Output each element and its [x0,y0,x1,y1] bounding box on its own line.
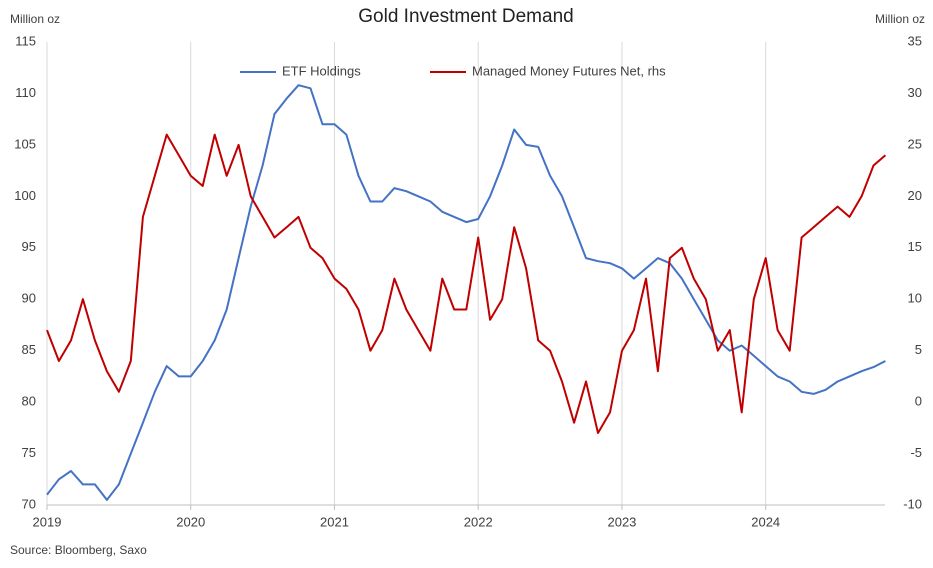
source-note: Source: Bloomberg, Saxo [10,543,147,557]
series-line [46,84,886,501]
y2-tick-label: 0 [915,394,922,409]
y2-tick-label: 30 [908,85,922,100]
y-tick-label: 105 [14,136,36,151]
legend-label: Managed Money Futures Net, rhs [472,63,666,78]
y2-tick-label: 25 [908,136,922,151]
legend-label: ETF Holdings [282,63,361,78]
x-tick-label: 2020 [176,514,205,529]
series-line [46,133,887,434]
y2-tick-label: 10 [908,291,922,306]
y-tick-label: 80 [22,394,36,409]
y2-tick-label: 35 [908,33,922,48]
y-axis-label: Million oz [10,12,60,26]
y2-tick-label: 5 [915,342,922,357]
y-tick-label: 90 [22,291,36,306]
x-tick-label: 2019 [33,514,62,529]
y-tick-label: 85 [22,342,36,357]
y-tick-label: 70 [22,496,36,511]
x-tick-label: 2023 [607,514,636,529]
y2-tick-label: 15 [908,239,922,254]
y-tick-label: 115 [15,33,36,48]
x-tick-label: 2022 [464,514,493,529]
y-tick-label: 100 [14,188,36,203]
y2-tick-label: -10 [903,496,922,511]
y2-tick-label: 20 [908,188,922,203]
y2-tick-label: -5 [910,445,922,460]
chart-title: Gold Investment Demand [358,6,573,27]
y-tick-label: 75 [22,445,36,460]
y2-axis-label: Million oz [875,12,925,26]
x-tick-label: 2021 [320,514,349,529]
y-tick-label: 110 [15,85,36,100]
x-tick-label: 2024 [751,514,780,529]
y-tick-label: 95 [22,239,36,254]
